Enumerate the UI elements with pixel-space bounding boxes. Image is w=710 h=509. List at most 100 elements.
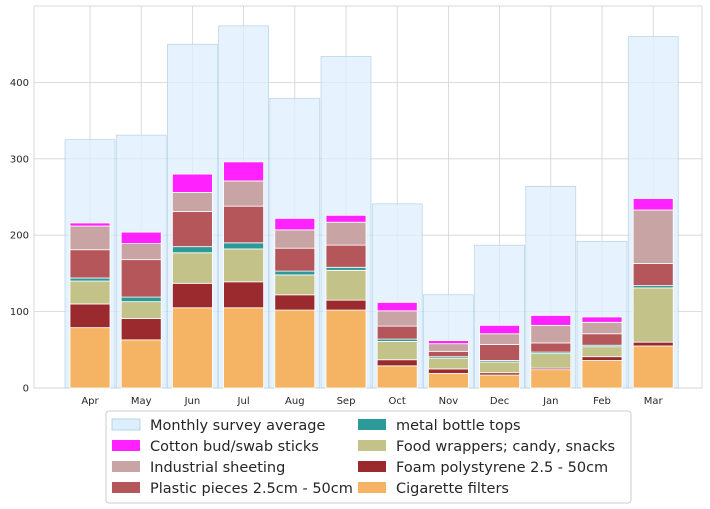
stacked-bar-segment <box>632 263 674 287</box>
stacked-bar-segment <box>376 365 418 389</box>
stacked-bar-segment <box>530 324 572 344</box>
stacked-bar-segment <box>479 344 521 361</box>
legend: Monthly survey average metal bottle tops C… <box>105 410 632 504</box>
stacked-bar-segment <box>581 360 623 389</box>
y-tick-label: 400 <box>10 78 29 89</box>
legend-label: Monthly survey average <box>150 418 326 434</box>
stacked-bar-segment <box>274 270 316 276</box>
stacked-bar-segment <box>171 192 213 212</box>
y-tick-label: 0 <box>23 384 29 395</box>
stacked-bar-segment <box>530 353 572 369</box>
stacked-bar-segment <box>171 307 213 389</box>
y-tick-label: 200 <box>10 231 29 242</box>
stacked-bar-segment <box>479 324 521 335</box>
stacked-bar-segment <box>427 350 469 358</box>
x-tick-label: May <box>131 396 152 407</box>
stacked-bar-segment <box>581 346 623 358</box>
stacked-bar-segment <box>376 359 418 367</box>
stacked-bar-segment <box>274 294 316 311</box>
stacked-bar-segment <box>69 222 111 227</box>
legend-label: Plastic pieces 2.5cm - 50cm <box>150 481 353 497</box>
stacked-bar-segment <box>530 315 572 326</box>
legend-swatch <box>112 440 140 451</box>
stacked-bar-segment <box>171 246 213 254</box>
stacked-bar-segment <box>223 248 265 283</box>
stacked-bar-segment <box>427 340 469 345</box>
x-tick-label: Aug <box>285 396 305 407</box>
legend-label: Foam polystyrene 2.5 - 50cm <box>396 460 608 476</box>
legend-swatch <box>112 482 140 493</box>
stacked-bar-segment <box>120 318 162 341</box>
stacked-bar-segment <box>632 209 674 264</box>
stacked-bar-segment <box>274 247 316 272</box>
stacked-bar-segment <box>581 321 623 335</box>
x-tick-label: Jun <box>184 396 201 407</box>
stacked-bar-segment <box>427 373 469 389</box>
legend-swatch <box>112 461 140 472</box>
stacked-bar-segment <box>376 310 418 327</box>
stacked-bar-segment <box>325 221 367 246</box>
stacked-bar-segment <box>530 369 572 389</box>
x-tick-label: Nov <box>439 396 459 407</box>
stacked-bar-segment <box>325 299 367 311</box>
y-tick-label: 300 <box>10 154 29 165</box>
stacked-bar-segment <box>171 282 213 309</box>
stacked-bar-segment <box>530 342 572 353</box>
stacked-bar-segment <box>479 333 521 345</box>
stacked-bars <box>69 161 674 389</box>
stacked-bar-segment <box>376 340 418 361</box>
stacked-bar-segment <box>376 325 418 340</box>
stacked-bar-segment <box>171 173 213 193</box>
stacked-bar-segment <box>274 309 316 389</box>
stacked-bar-segment <box>632 198 674 211</box>
stacked-bar-segment <box>223 242 265 250</box>
x-tick-label: Sep <box>337 396 356 407</box>
stacked-bar-segment <box>479 374 521 389</box>
stacked-bar-segment <box>171 211 213 248</box>
stacked-bar-segment <box>69 225 111 251</box>
stacked-bar-segment <box>274 274 316 296</box>
legend-label: Food wrappers; candy, snacks <box>396 439 615 455</box>
stacked-bar-segment <box>223 281 265 309</box>
stacked-bar-segment <box>376 302 418 312</box>
legend-label: metal bottle tops <box>396 418 521 434</box>
stacked-bar-segment <box>69 280 111 305</box>
x-tick-label: Mar <box>644 396 664 407</box>
stacked-bar-segment <box>223 307 265 389</box>
stacked-bar-segment <box>171 252 213 284</box>
stacked-bar-segment <box>325 269 367 301</box>
stacked-bar-segment <box>479 361 521 374</box>
legend-label: Cotton bud/swab sticks <box>150 439 319 455</box>
stacked-bar-segment <box>581 356 623 361</box>
stacked-bar-segment <box>325 309 367 389</box>
legend-swatch <box>111 418 141 431</box>
legend-swatch <box>358 461 386 472</box>
legend-swatch <box>358 440 386 451</box>
x-tick-label: Dec <box>490 396 509 407</box>
stacked-bar-segment <box>120 243 162 261</box>
stacked-bar-segment <box>69 249 111 279</box>
stacked-bar-segment <box>581 316 623 323</box>
stacked-bar-segment <box>632 345 674 389</box>
stacked-bar-segment <box>69 277 111 282</box>
axes: 0 100 200 300 400 Apr May Jun Jul Aug Sep Oct Nov Dec… <box>10 78 664 407</box>
x-tick-label: Jul <box>237 396 250 407</box>
y-tick-label: 100 <box>10 307 29 318</box>
stacked-bar-segment <box>427 343 469 352</box>
stacked-bar-segment <box>325 266 367 271</box>
stacked-bar-segment <box>120 259 162 298</box>
stacked-bar-segment <box>632 287 674 343</box>
stacked-bar-segment <box>120 301 162 319</box>
stacked-bar-segment <box>274 229 316 249</box>
stacked-bar-segment <box>632 341 674 347</box>
stacked-bar-segment <box>325 244 367 268</box>
legend-label: Cigarette filters <box>396 481 509 497</box>
stacked-bar-segment <box>223 161 265 182</box>
x-tick-label: Feb <box>593 396 611 407</box>
stacked-bar-segment <box>120 296 162 303</box>
x-tick-label: Apr <box>81 396 99 407</box>
stacked-bar-segment <box>120 339 162 389</box>
stacked-bar-segment <box>69 303 111 329</box>
legend-box <box>105 410 632 504</box>
